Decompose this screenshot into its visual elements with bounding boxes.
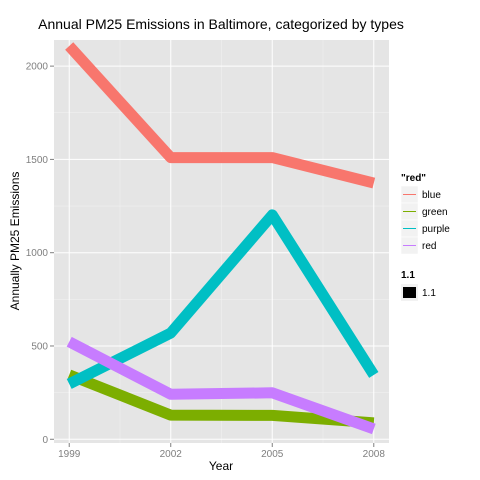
- legend-label-red: red: [422, 241, 436, 252]
- y-tick-label: 1000: [26, 248, 49, 259]
- plot-panel: [54, 40, 389, 443]
- y-tick-label: 500: [31, 341, 48, 352]
- legend-size-label: 1.1: [422, 288, 436, 299]
- legend-label-blue: blue: [422, 190, 441, 201]
- x-tick-label: 2002: [160, 449, 183, 460]
- x-tick-label: 1999: [58, 449, 81, 460]
- legend: "red" blue green purple red 1.1 1.1: [400, 173, 450, 301]
- series-lines: [65, 42, 379, 435]
- legend-size-key-swatch: [403, 287, 416, 298]
- series-line-blue: [65, 42, 376, 189]
- legend-size-title: 1.1: [401, 270, 415, 281]
- y-axis: 0 500 1000 1500 2000: [26, 62, 54, 446]
- legend-colour-title: "red": [401, 173, 426, 184]
- x-axis: 1999 2002 2005 2008: [58, 443, 385, 460]
- chart-title: Annual PM25 Emissions in Baltimore, cate…: [38, 16, 404, 32]
- legend-label-green: green: [422, 207, 448, 218]
- series-line-purple: [66, 209, 379, 389]
- x-tick-label: 2005: [261, 449, 284, 460]
- y-axis-title: Annually PM25 Emissions: [8, 172, 22, 311]
- x-tick-label: 2008: [363, 449, 386, 460]
- series-line-red: [66, 336, 376, 435]
- y-tick-label: 2000: [26, 62, 49, 73]
- y-tick-label: 0: [42, 435, 48, 446]
- series-line-green: [67, 369, 375, 429]
- legend-label-purple: purple: [422, 224, 450, 235]
- x-axis-title: Year: [209, 459, 233, 473]
- y-tick-label: 1500: [26, 155, 49, 166]
- legend-colour-keys: blue green purple red: [400, 185, 450, 255]
